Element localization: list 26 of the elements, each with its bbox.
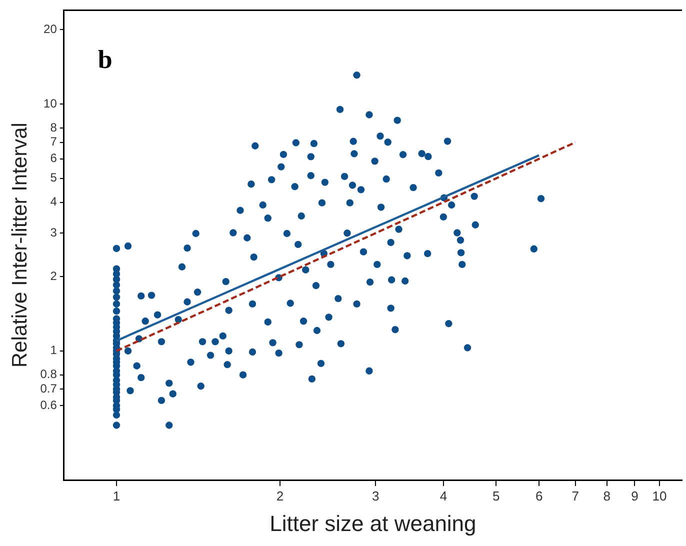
y-tick-label: 20 [44, 22, 58, 36]
y-tick-label: 10 [44, 96, 58, 110]
x-tick-label: 4 [440, 488, 448, 504]
y-tick-label: 0.6 [40, 398, 58, 412]
y-tick-label: 4 [50, 194, 58, 209]
x-tick-label: 8 [603, 488, 611, 504]
x-axis-title: Litter size at weaning [270, 510, 476, 536]
x-tick-label: 3 [372, 488, 380, 504]
x-tick-label: 10 [652, 488, 667, 504]
y-tick-label: 5 [50, 170, 58, 185]
y-axis-title: Relative Inter-litter Interval [8, 122, 32, 368]
x-tick-label: 5 [492, 488, 500, 504]
x-tick-label: 7 [572, 488, 580, 504]
y-tick-label: 3 [50, 225, 58, 240]
x-tick-label: 2 [276, 488, 284, 504]
x-tick-label: 9 [631, 488, 638, 504]
x-tick-label: 1 [112, 488, 120, 504]
x-tick-label: 6 [535, 488, 543, 504]
y-tick-label: 2 [50, 268, 58, 283]
y-tick-label: 0.8 [40, 367, 58, 382]
y-tick-label: 6 [50, 151, 58, 166]
y-tick-label: 7 [50, 134, 58, 149]
y-tick-label: 0.7 [40, 381, 58, 396]
text: b [98, 44, 112, 74]
y-tick-label: 1 [50, 343, 58, 358]
y-tick-label: 8 [50, 120, 58, 134]
